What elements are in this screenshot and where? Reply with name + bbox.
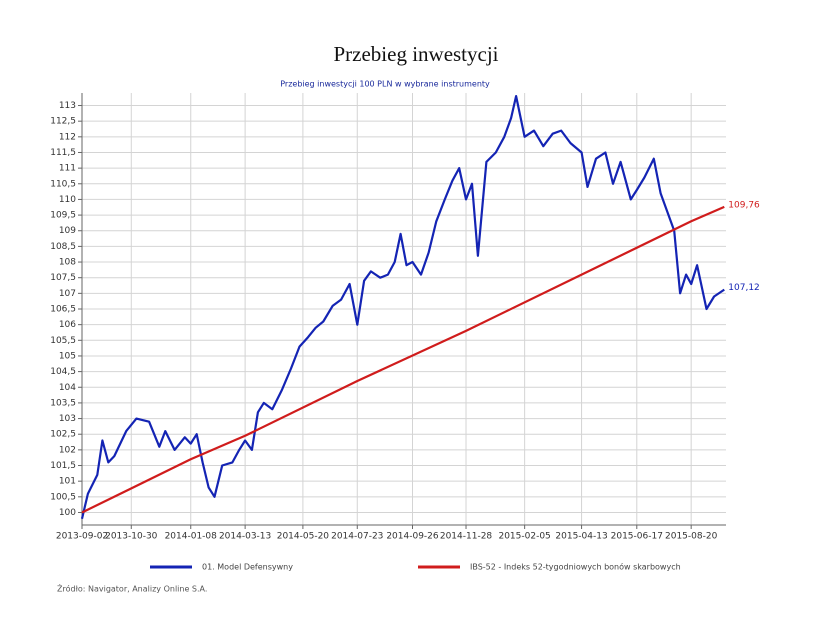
x-tick-label: 2013-09-02 [56, 532, 108, 542]
y-tick-label: 109,5 [50, 211, 76, 221]
x-tick-label: 2014-01-08 [165, 532, 218, 542]
y-tick-label: 112,5 [50, 117, 76, 127]
y-tick-label: 100 [59, 508, 76, 518]
y-tick-label: 106 [59, 320, 76, 330]
x-tick-label: 2014-09-26 [386, 532, 439, 542]
y-tick-label: 101 [59, 477, 76, 487]
y-tick-label: 105,5 [50, 336, 76, 346]
y-tick-label: 103 [59, 414, 76, 424]
y-tick-label: 103,5 [50, 398, 76, 408]
chart-subtitle: Przebieg inwestycji 100 PLN w wybrane in… [280, 80, 490, 89]
y-tick-label: 108,5 [50, 242, 76, 252]
end-value-label: 107,12 [728, 283, 760, 293]
y-tick-label: 108 [59, 258, 76, 268]
y-tick-label: 112 [59, 132, 76, 142]
y-tick-label: 110,5 [50, 179, 76, 189]
x-tick-label: 2014-07-23 [331, 532, 383, 542]
y-tick-label: 102,5 [50, 430, 76, 440]
y-tick-label: 107,5 [50, 273, 76, 283]
y-tick-label: 102 [59, 445, 76, 455]
legend-label: 01. Model Defensywny [202, 563, 293, 572]
x-tick-label: 2015-02-05 [498, 532, 550, 542]
chart-title: Przebieg inwestycji [333, 42, 498, 66]
y-tick-label: 107 [59, 289, 76, 299]
legend-label: IBS-52 - Indeks 52-tygodniowych bonów sk… [470, 562, 681, 572]
x-tick-label: 2014-03-13 [219, 532, 271, 542]
series-line [80, 94, 725, 519]
x-tick-label: 2014-05-20 [277, 532, 330, 542]
source-note: Źródło: Navigator, Analizy Online S.A. [57, 583, 207, 594]
y-tick-label: 111,5 [50, 148, 76, 158]
y-tick-label: 111 [59, 164, 76, 174]
y-tick-label: 100,5 [50, 492, 76, 502]
y-tick-label: 106,5 [50, 305, 76, 315]
y-tick-label: 101,5 [50, 461, 76, 471]
y-tick-label: 110 [59, 195, 76, 205]
x-tick-label: 2015-08-20 [665, 532, 718, 542]
x-tick-label: 2015-06-17 [611, 532, 663, 542]
x-tick-label: 2013-10-30 [105, 532, 158, 542]
y-tick-label: 104,5 [50, 367, 76, 377]
y-tick-label: 105 [59, 351, 76, 361]
y-tick-label: 109 [59, 226, 76, 236]
series-line [81, 205, 725, 514]
x-tick-label: 2014-11-28 [440, 532, 493, 542]
end-value-label: 109,76 [728, 200, 760, 210]
y-tick-label: 113 [59, 101, 76, 111]
x-tick-label: 2015-04-13 [555, 532, 607, 542]
y-tick-label: 104 [59, 383, 76, 393]
